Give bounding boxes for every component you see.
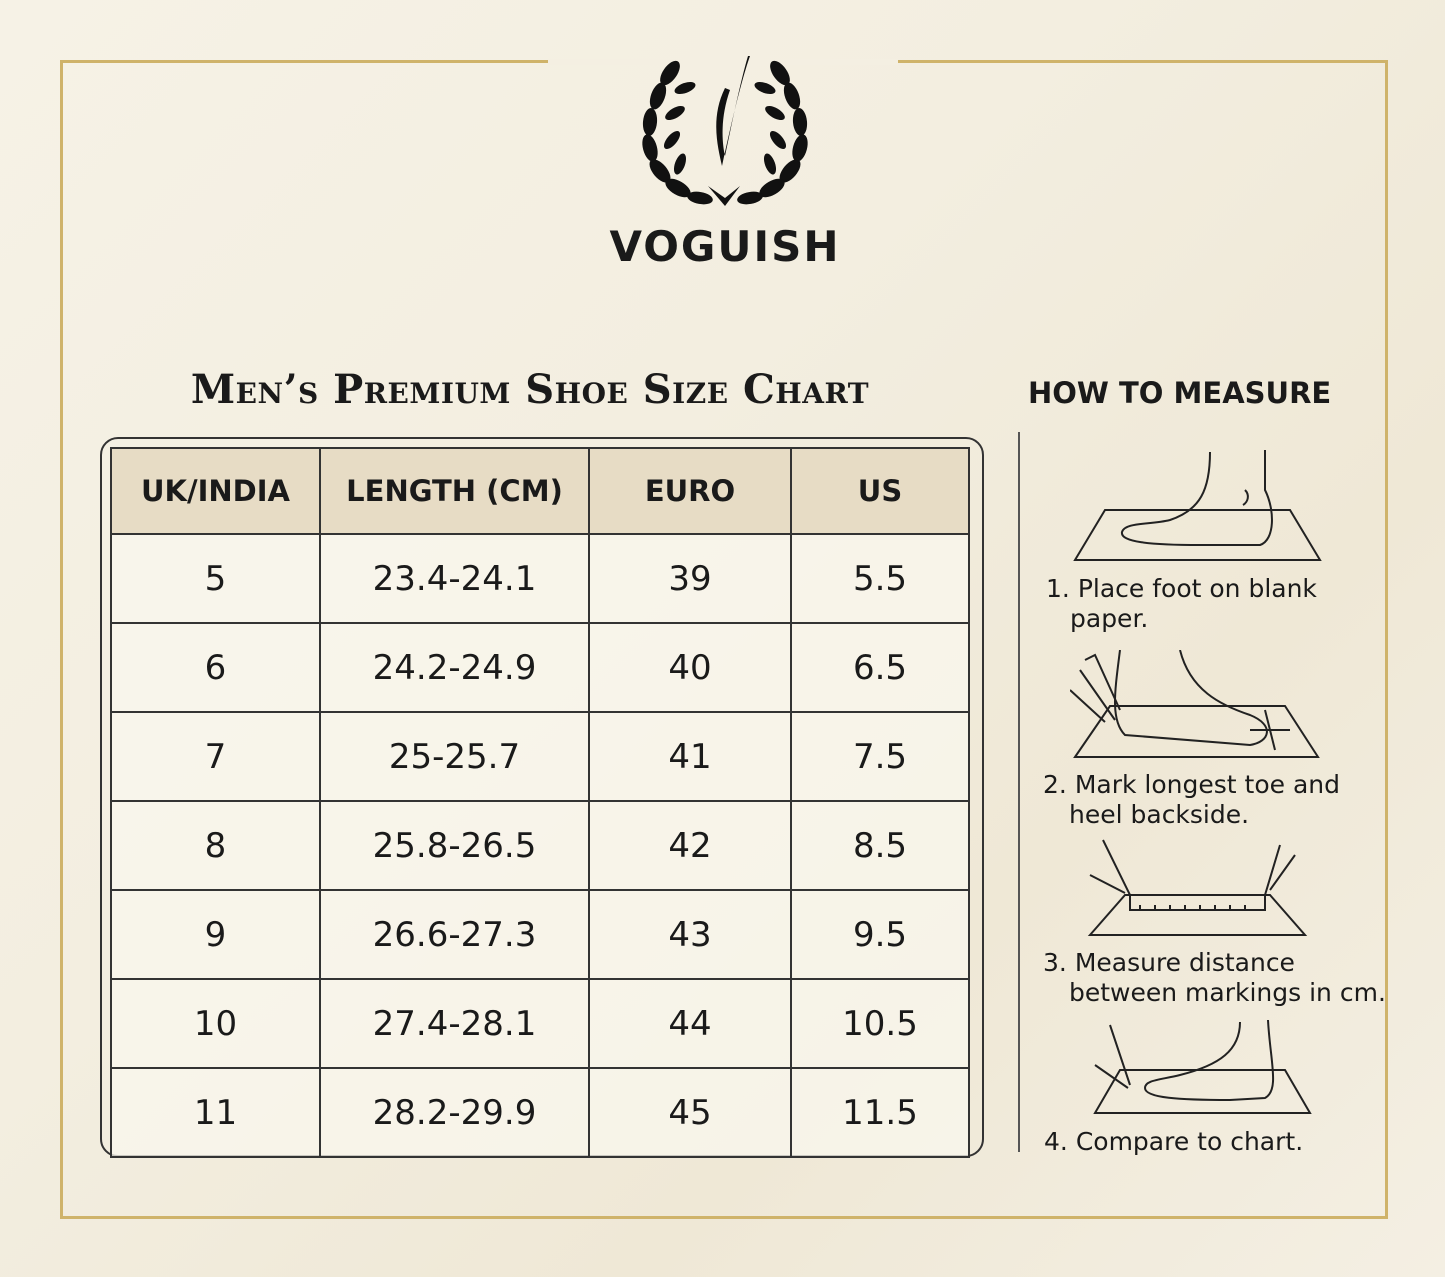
step-number: 2. (1043, 770, 1067, 799)
cell-uk-india: 10 (110, 978, 321, 1069)
column-divider (1018, 432, 1020, 1152)
cell-length: 25.8-26.5 (319, 800, 590, 891)
step-text: Place foot on blank (1077, 574, 1317, 603)
header-length: LENGTH (CM) (319, 447, 590, 535)
cell-us: 9.5 (790, 889, 970, 980)
step-text-2: heel backside. (1069, 800, 1250, 829)
cell-euro: 41 (588, 711, 792, 802)
cell-us: 7.5 (790, 711, 970, 802)
header-us: US (790, 447, 970, 535)
cell-length: 26.6-27.3 (319, 889, 590, 980)
step-number: 3. (1043, 948, 1067, 977)
frame-gap (548, 59, 898, 65)
cell-uk-india: 6 (110, 622, 321, 713)
cell-euro: 40 (588, 622, 792, 713)
step-2: 2. Mark longest toe and heel backside. (1043, 770, 1340, 830)
table-row: 11 28.2-29.9 45 11.5 (110, 1067, 970, 1158)
laurel-wreath-v-monogram-icon (642, 56, 811, 207)
table-row: 5 23.4-24.1 39 5.5 (110, 533, 970, 624)
table-row: 10 27.4-28.1 44 10.5 (110, 978, 970, 1069)
page-title: Men’s Premium Shoe Size Chart (190, 366, 870, 413)
step-text-2: paper. (1070, 604, 1149, 633)
table-row: 7 25-25.7 41 7.5 (110, 711, 970, 802)
brand-name: VOGUISH (609, 222, 841, 271)
cell-uk-india: 7 (110, 711, 321, 802)
foot-on-paper-illustration-icon (1073, 450, 1322, 561)
step-3: 3. Measure distance between markings in … (1043, 948, 1386, 1008)
step-text: Compare to chart. (1075, 1127, 1304, 1156)
header-uk-india: UK/INDIA (110, 447, 321, 535)
cell-us: 5.5 (790, 533, 970, 624)
cell-length: 24.2-24.9 (319, 622, 590, 713)
table-row: 8 25.8-26.5 42 8.5 (110, 800, 970, 891)
cell-euro: 45 (588, 1067, 792, 1158)
cell-us: 8.5 (790, 800, 970, 891)
cell-length: 23.4-24.1 (319, 533, 590, 624)
step-text-2: between markings in cm. (1069, 978, 1386, 1007)
cell-euro: 39 (588, 533, 792, 624)
cell-length: 27.4-28.1 (319, 978, 590, 1069)
cell-length: 25-25.7 (319, 711, 590, 802)
step-number: 4. (1044, 1127, 1068, 1156)
how-to-measure-heading: HOW TO MEASURE (1028, 376, 1332, 410)
marking-foot-illustration-icon (1070, 650, 1320, 758)
table-row: 6 24.2-24.9 40 6.5 (110, 622, 970, 713)
header-euro: EURO (588, 447, 792, 535)
cell-euro: 44 (588, 978, 792, 1069)
cell-uk-india: 11 (110, 1067, 321, 1158)
step-text: Measure distance (1074, 948, 1295, 977)
cell-us: 6.5 (790, 622, 970, 713)
cell-uk-india: 9 (110, 889, 321, 980)
size-chart-table: UK/INDIA LENGTH (CM) EURO US 5 23.4-24.1 3… (110, 447, 970, 1158)
step-4: 4. Compare to chart. (1044, 1127, 1303, 1157)
step-number: 1. (1046, 574, 1070, 603)
ruler-measure-illustration-icon (1087, 839, 1308, 936)
cell-length: 28.2-29.9 (319, 1067, 590, 1158)
cell-uk-india: 8 (110, 800, 321, 891)
cell-euro: 43 (588, 889, 792, 980)
table-header-row: UK/INDIA LENGTH (CM) EURO US (110, 447, 970, 535)
step-1: 1. Place foot on blank paper. (1046, 574, 1317, 634)
table-row: 9 26.6-27.3 43 9.5 (110, 889, 970, 980)
brand-logo: VOGUISH (600, 48, 850, 278)
step-text: Mark longest toe and (1074, 770, 1340, 799)
cell-euro: 42 (588, 800, 792, 891)
cell-uk-india: 5 (110, 533, 321, 624)
cell-us: 10.5 (790, 978, 970, 1069)
compare-foot-illustration-icon (1093, 1020, 1312, 1114)
cell-us: 11.5 (790, 1067, 970, 1158)
